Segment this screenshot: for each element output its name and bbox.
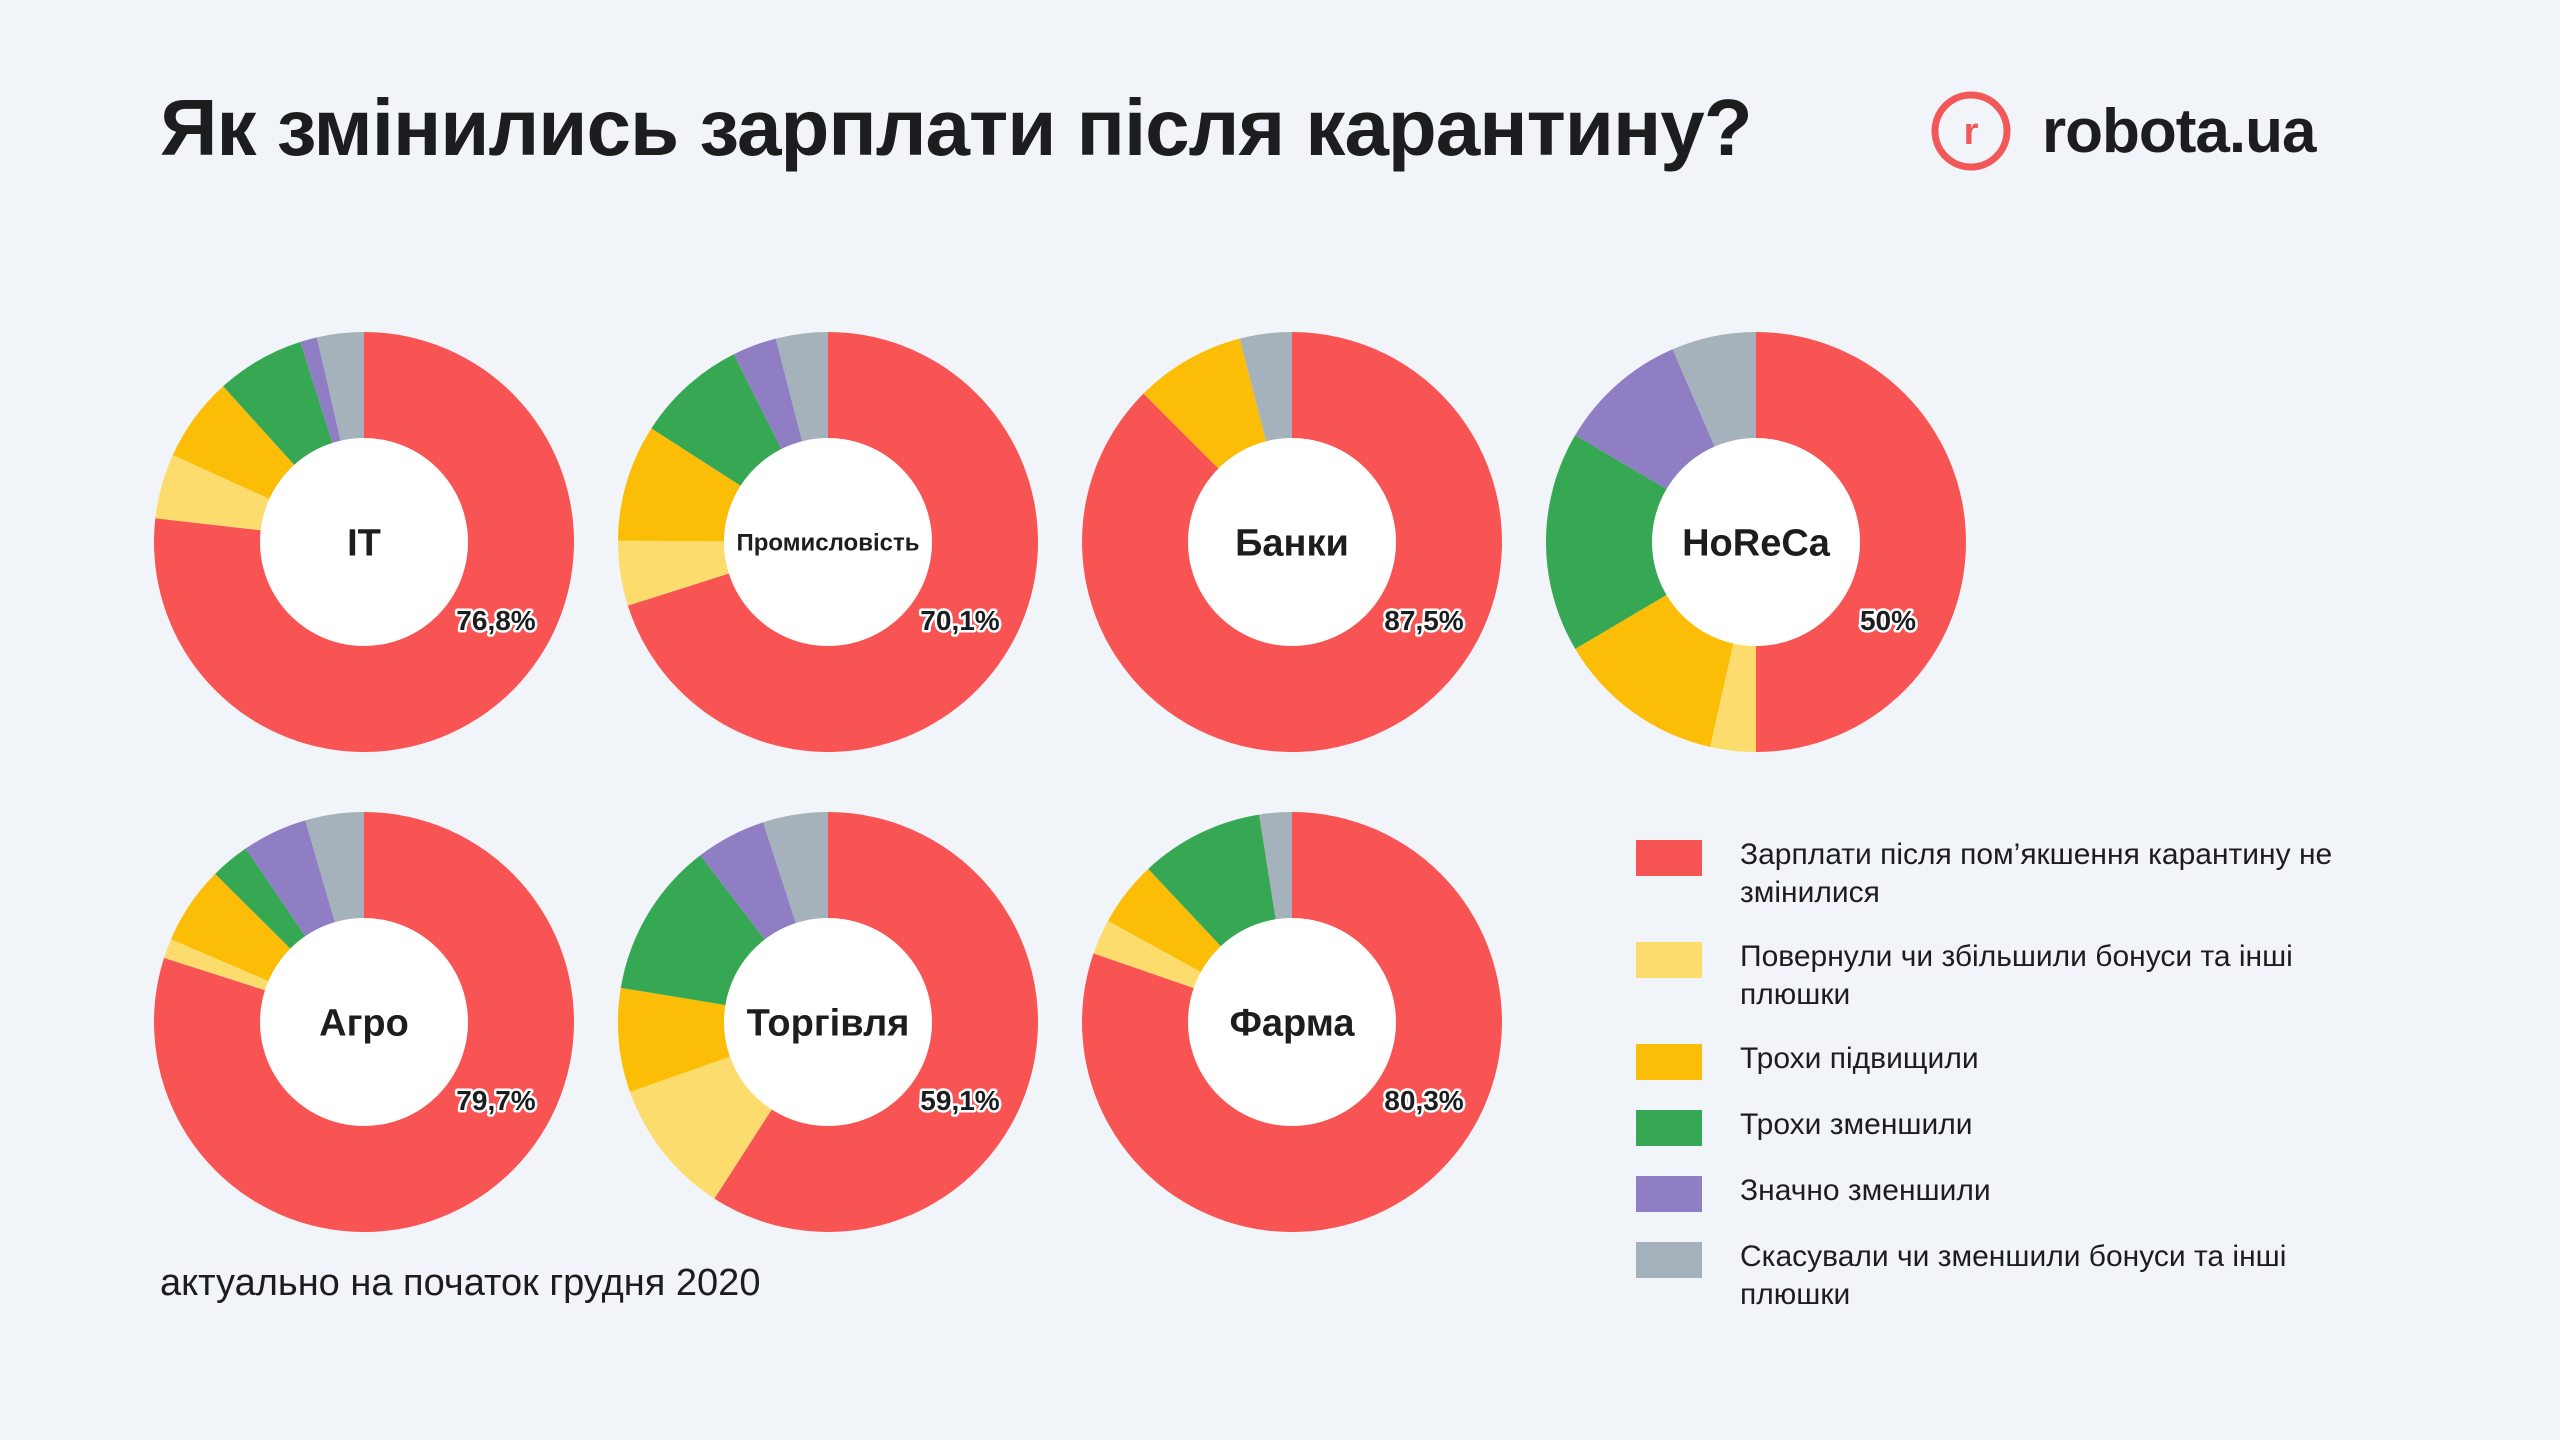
legend-item: Скасували чи зменшили бонуси та інші плю… [1636,1238,2396,1314]
legend: Зарплати після пом’якшення карантину не … [1636,836,2396,1340]
donut-value-label: 70,1% [920,605,999,636]
donut-slice [1756,332,1966,752]
legend-swatch [1636,1044,1702,1080]
robota-logo-letter: r [1964,111,1979,153]
donut-hole [260,438,468,646]
footnote: актуально на початок грудня 2020 [160,1262,761,1304]
robota-logo[interactable]: r robota.ua [1930,90,2316,172]
legend-swatch [1636,1176,1702,1212]
donut-center-label: Фарма [1229,1002,1355,1044]
donut-center-label: Банки [1235,522,1349,564]
legend-label: Зарплати після пом’якшення карантину не … [1740,838,2333,909]
donut-slice [1546,435,1756,649]
legend-item: Значно зменшили [1636,1172,2396,1212]
donut-center-label: Промисловість [737,529,920,556]
robota-logo-icon: r [1931,91,2011,171]
legend-label: Трохи зменшили [1740,1108,1973,1141]
donut-center-label: Агро [319,1002,409,1044]
donut-hole [724,918,932,1126]
donut-hole [1188,438,1396,646]
donut-hole [1188,918,1396,1126]
donut-value-label: 76,8% [456,605,535,636]
donut-value-label: 87,5% [1384,605,1463,636]
donut-value-label: 50% [1860,605,1916,636]
donut-hole [724,438,932,646]
legend-item: Зарплати після пом’якшення карантину не … [1636,836,2396,912]
robota-logo-text: robota.ua [2042,96,2316,166]
donut-center-label: Торгівля [747,1002,910,1044]
legend-label: Скасували чи зменшили бонуси та інші плю… [1740,1240,2287,1311]
legend-item: Трохи підвищили [1636,1040,2396,1080]
donut-value-label: 80,3% [1384,1085,1463,1116]
legend-label: Трохи підвищили [1740,1042,1979,1075]
donut-value-label: 79,7% [456,1085,535,1116]
legend-item: Трохи зменшили [1636,1106,2396,1146]
donut-value-label: 59,1% [920,1085,999,1116]
donut-center-label: HoReCa [1682,522,1831,564]
page-title: Як змінились зарплати після карантину? [160,83,1753,172]
legend-swatch [1636,942,1702,978]
donut-hole [1652,438,1860,646]
donut-center-label: IT [347,522,381,564]
donut-hole [260,918,468,1126]
legend-swatch [1636,1242,1702,1278]
legend-item: Повернули чи збільшили бонуси та інші пл… [1636,938,2396,1014]
legend-swatch [1636,840,1702,876]
legend-label: Значно зменшили [1740,1174,1991,1207]
legend-label: Повернули чи збільшили бонуси та інші пл… [1740,940,2293,1011]
legend-swatch [1636,1110,1702,1146]
